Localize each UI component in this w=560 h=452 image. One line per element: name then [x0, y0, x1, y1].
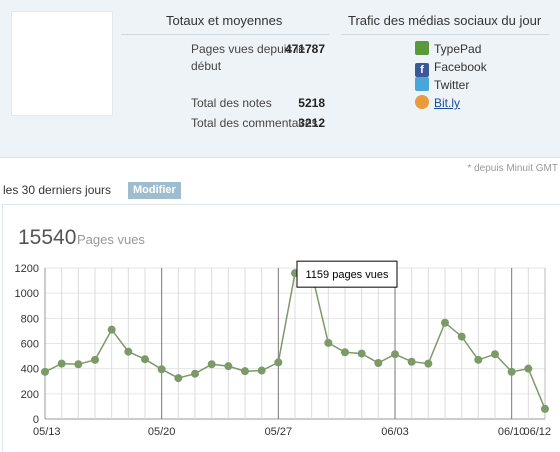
social-item-twitter: Twitter	[415, 77, 469, 93]
stats-header: Totaux et moyennes 471787 Pages vues dep…	[0, 0, 560, 158]
stat-value: 3212	[298, 116, 325, 130]
chart-panel	[2, 204, 560, 452]
stat-value: 471787	[284, 42, 325, 56]
bitly-link[interactable]: Bit.ly	[434, 96, 461, 110]
stat-label: Total des commentaires	[191, 116, 318, 130]
social-item-typepad: TypePad	[415, 41, 481, 57]
social-label: TypePad	[434, 42, 482, 56]
social-divider	[341, 34, 549, 35]
twitter-icon	[415, 77, 429, 91]
social-label: Facebook	[434, 60, 487, 74]
bitly-icon	[415, 95, 429, 109]
footnote: * depuis Minuit GMT	[467, 163, 558, 174]
social-item-facebook: f Facebook	[415, 59, 487, 77]
stat-pageviews: 471787 Pages vues depuis le début	[115, 41, 325, 75]
blog-thumbnail	[11, 11, 113, 116]
stat-posts: 5218 Total des notes	[115, 95, 325, 112]
stat-label: Pages vues depuis le début	[191, 42, 306, 73]
total-pageviews: 15540	[18, 226, 77, 249]
social-heading: Trafic des médias sociaux du jour	[348, 13, 542, 28]
modify-button[interactable]: Modifier	[128, 182, 181, 199]
totals-divider	[121, 34, 329, 35]
stat-label: Total des notes	[191, 96, 272, 110]
stat-value: 5218	[298, 96, 325, 110]
period-label: les 30 derniers jours	[3, 183, 112, 197]
facebook-icon: f	[415, 63, 429, 77]
total-pageviews-label: Pages vues	[77, 232, 145, 247]
stat-comments: 3212 Total des commentaires	[115, 115, 325, 149]
social-item-bitly[interactable]: Bit.ly	[415, 95, 460, 111]
totals-heading: Totaux et moyennes	[166, 13, 283, 28]
typepad-icon	[415, 41, 429, 55]
social-label: Twitter	[434, 78, 470, 92]
